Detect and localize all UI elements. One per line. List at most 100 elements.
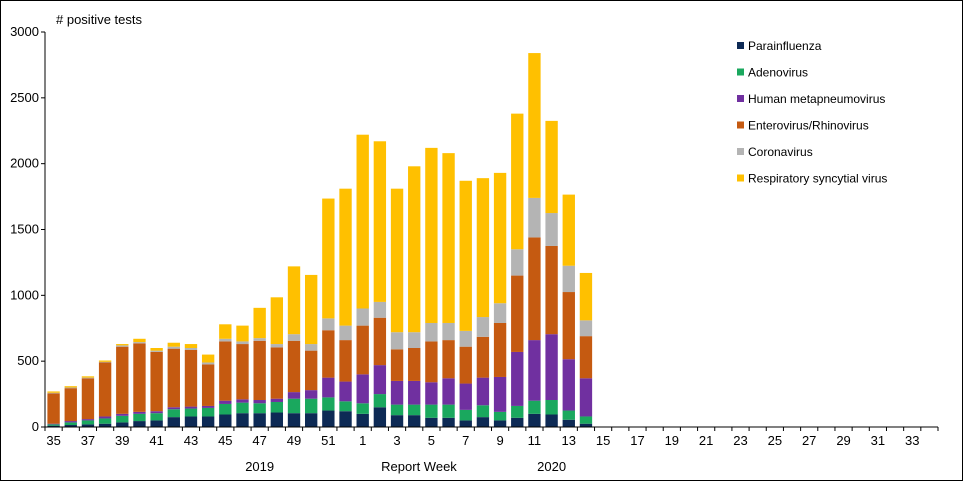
bar-segment-parainfluenza-week-5 xyxy=(425,417,438,427)
legend-swatch xyxy=(737,95,744,102)
bar-segment-adenovirus-week-51 xyxy=(322,397,335,411)
bar-segment-human-metapneumovirus-week-51 xyxy=(322,377,335,398)
bar-segment-human-metapneumovirus-week-47 xyxy=(253,400,266,404)
bar-segment-adenovirus-week-45 xyxy=(219,403,232,415)
y-tick-label: 3000 xyxy=(10,24,39,39)
bar-segment-enterovirus-rhinovirus-week-7 xyxy=(459,346,472,384)
y-axis: 0 500 1000 1500 2000 2500 3000 xyxy=(10,24,46,434)
bar-segment-coronavirus-week-11 xyxy=(528,197,541,238)
y-tick-label: 1000 xyxy=(10,287,39,302)
x-tick-label: 45 xyxy=(218,433,232,448)
x-tick-label: 11 xyxy=(528,433,542,448)
bar-segment-respiratory-syncytial-virus-week-52 xyxy=(339,188,352,326)
x-axis: 35 37 39 41 43 45 47 49 51 1 3 5 7 9 11 13 15 17 19 21 23 25 2… xyxy=(44,426,939,448)
bar-segment-enterovirus-rhinovirus-week-37 xyxy=(81,378,95,420)
bar-segment-parainfluenza-week-47 xyxy=(253,413,266,427)
bar-segment-coronavirus-week-44 xyxy=(201,362,215,365)
bar-segment-coronavirus-week-47 xyxy=(253,338,266,341)
bar-segment-parainfluenza-week-37 xyxy=(81,424,95,427)
bar-segment-parainfluenza-week-1 xyxy=(356,413,369,427)
bar-segment-enterovirus-rhinovirus-week-44 xyxy=(201,364,215,406)
bar-segment-enterovirus-rhinovirus-week-5 xyxy=(425,341,438,383)
bar-segment-enterovirus-rhinovirus-week-13 xyxy=(562,292,575,360)
x-tick-label: 43 xyxy=(184,433,198,448)
bar-segment-parainfluenza-week-44 xyxy=(201,416,215,427)
bar-segment-coronavirus-week-49 xyxy=(287,334,301,341)
bar-segment-coronavirus-week-14 xyxy=(579,320,593,337)
bar-segment-coronavirus-week-52 xyxy=(339,325,352,341)
bar-segment-coronavirus-week-9 xyxy=(493,303,507,323)
x-tick-label: 49 xyxy=(287,433,301,448)
bar-segment-coronavirus-week-7 xyxy=(459,330,472,347)
bar-segment-enterovirus-rhinovirus-week-14 xyxy=(579,336,593,379)
bar-segment-enterovirus-rhinovirus-week-49 xyxy=(287,340,301,393)
bar-segment-human-metapneumovirus-week-44 xyxy=(201,405,215,408)
bar-segment-adenovirus-week-43 xyxy=(184,408,198,417)
bar-segment-adenovirus-week-42 xyxy=(167,409,180,418)
bar-segment-parainfluenza-week-35 xyxy=(47,425,60,427)
legend-swatch xyxy=(737,121,744,129)
x-tick-label: 29 xyxy=(836,433,850,448)
bar-segment-enterovirus-rhinovirus-week-51 xyxy=(322,330,335,378)
x-tick-label: 15 xyxy=(596,433,610,448)
bar-segment-coronavirus-week-36 xyxy=(64,387,77,389)
bar-segment-human-metapneumovirus-week-7 xyxy=(459,383,472,410)
bar-segment-adenovirus-week-35 xyxy=(47,424,60,426)
bar-segment-respiratory-syncytial-virus-week-50 xyxy=(305,274,318,345)
bar-segment-human-metapneumovirus-week-43 xyxy=(184,406,198,409)
bar-segment-respiratory-syncytial-virus-week-13 xyxy=(562,194,575,266)
x-tick-label: 5 xyxy=(428,433,435,448)
bar-segment-human-metapneumovirus-week-36 xyxy=(64,421,77,423)
x-tick-label: 21 xyxy=(699,433,713,448)
x-tick-label: 47 xyxy=(252,433,266,448)
legend-label: Coronavirus xyxy=(748,145,813,159)
legend-label: Enterovirus/Rhinovirus xyxy=(748,119,869,133)
bar-segment-respiratory-syncytial-virus-week-36 xyxy=(64,386,77,388)
bar-segment-parainfluenza-week-52 xyxy=(339,411,352,427)
y-axis-title: # positive tests xyxy=(56,12,142,27)
bars xyxy=(47,53,593,428)
bar-segment-adenovirus-week-6 xyxy=(442,404,455,418)
bar-segment-adenovirus-week-47 xyxy=(253,403,266,414)
legend-swatch xyxy=(737,42,744,49)
bar-segment-respiratory-syncytial-virus-week-41 xyxy=(150,348,163,351)
bar-segment-enterovirus-rhinovirus-week-47 xyxy=(253,340,266,401)
y-tick-label: 500 xyxy=(17,353,39,368)
bar-segment-enterovirus-rhinovirus-week-2 xyxy=(373,317,387,366)
bar-segment-human-metapneumovirus-week-13 xyxy=(562,359,575,411)
bar-segment-coronavirus-week-4 xyxy=(408,332,421,348)
bar-segment-human-metapneumovirus-week-9 xyxy=(493,376,507,412)
bar-segment-enterovirus-rhinovirus-week-1 xyxy=(356,325,369,375)
bar-segment-enterovirus-rhinovirus-week-8 xyxy=(476,336,490,378)
bar-segment-parainfluenza-week-39 xyxy=(116,422,129,427)
bar-segment-enterovirus-rhinovirus-week-43 xyxy=(184,349,198,407)
bar-segment-respiratory-syncytial-virus-week-9 xyxy=(493,172,507,304)
bar-segment-coronavirus-week-6 xyxy=(442,322,455,341)
bar-segment-respiratory-syncytial-virus-week-48 xyxy=(270,297,284,345)
bar-segment-human-metapneumovirus-week-49 xyxy=(287,392,301,399)
bar-segment-enterovirus-rhinovirus-week-12 xyxy=(545,245,558,335)
bar-segment-coronavirus-week-37 xyxy=(81,377,95,379)
bar-segment-parainfluenza-week-10 xyxy=(511,417,524,427)
bar-segment-parainfluenza-week-9 xyxy=(493,420,507,427)
bar-segment-parainfluenza-week-11 xyxy=(528,413,541,427)
bar-segment-coronavirus-week-40 xyxy=(133,342,146,344)
bar-segment-parainfluenza-week-8 xyxy=(476,417,490,428)
x-tick-label: 3 xyxy=(393,433,400,448)
bar-segment-adenovirus-week-38 xyxy=(98,418,112,424)
legend-label: Respiratory syncytial virus xyxy=(748,172,887,186)
bar-segment-coronavirus-week-42 xyxy=(167,346,180,349)
bar-segment-human-metapneumovirus-week-50 xyxy=(305,390,318,399)
bar-segment-human-metapneumovirus-week-38 xyxy=(98,416,112,419)
legend-swatch xyxy=(737,148,744,155)
bar-segment-respiratory-syncytial-virus-week-6 xyxy=(442,153,455,323)
x-tick-label: 31 xyxy=(871,433,885,448)
bar-segment-adenovirus-week-2 xyxy=(373,394,387,408)
bar-segment-coronavirus-week-38 xyxy=(98,361,112,363)
bar-segment-enterovirus-rhinovirus-week-4 xyxy=(408,348,421,381)
bar-segment-parainfluenza-week-14 xyxy=(579,423,593,427)
bar-segment-coronavirus-week-12 xyxy=(545,213,558,246)
x-axis-title: Report Week xyxy=(381,459,457,474)
x-tick-label: 37 xyxy=(81,433,95,448)
bar-segment-respiratory-syncytial-virus-week-44 xyxy=(201,354,215,363)
